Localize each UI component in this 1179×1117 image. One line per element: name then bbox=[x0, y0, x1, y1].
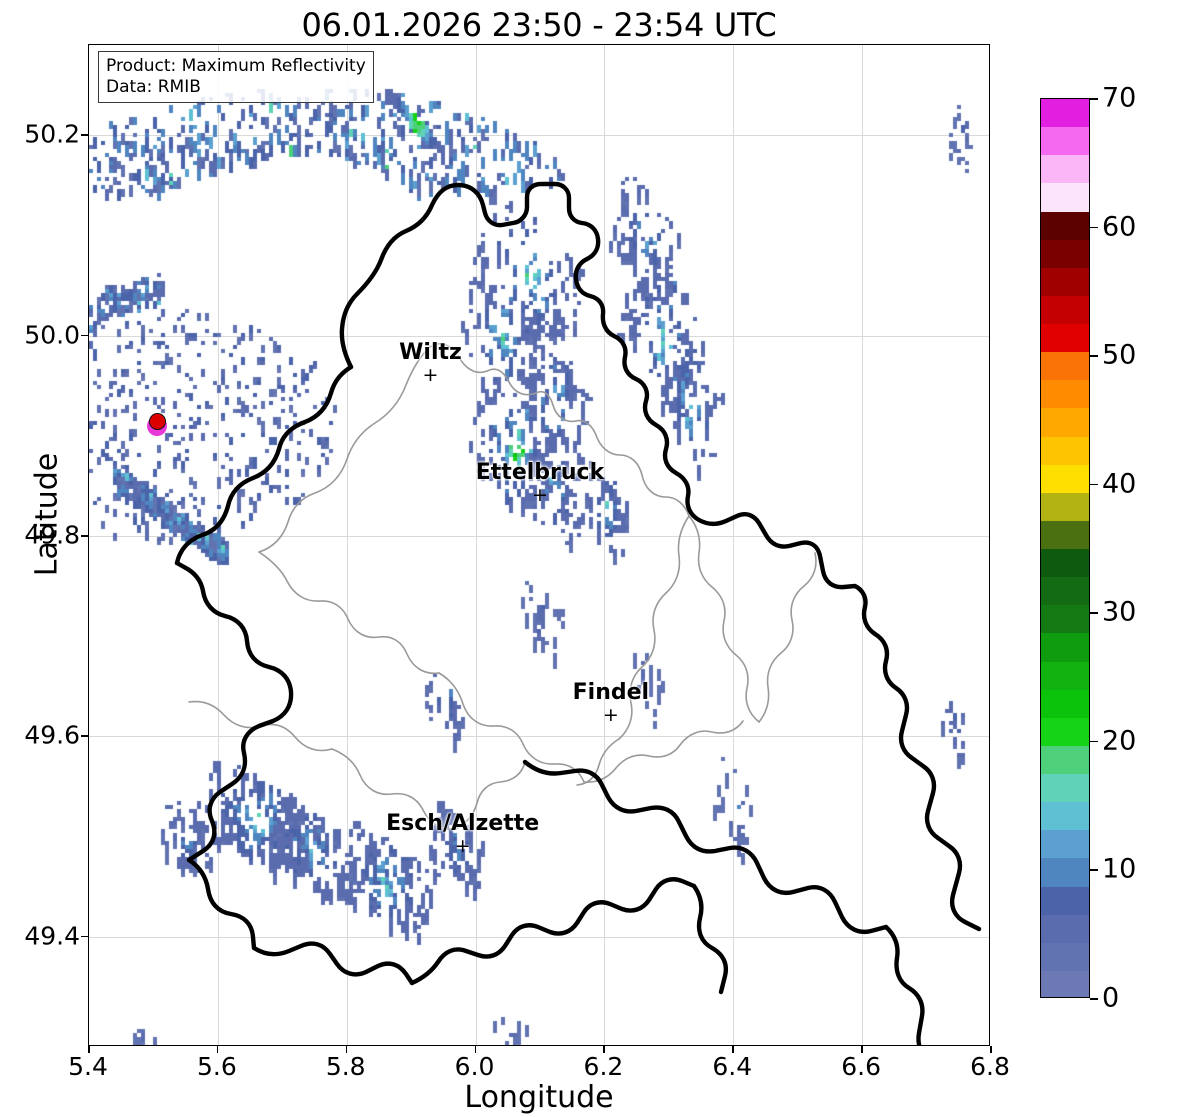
canton-boundaries bbox=[188, 343, 817, 831]
plot-clip: Wiltz + Ettelbruck + Findel + Esch/Alzette + Pr… bbox=[89, 45, 989, 1045]
y-tick-label: 50.2 bbox=[24, 119, 80, 149]
info-legend-box: Product: Maximum Reflectivity Data: RMIB bbox=[98, 51, 374, 104]
x-tick-label: 5.4 bbox=[68, 1052, 108, 1081]
colorbar-band bbox=[1041, 689, 1089, 718]
colorbar-band bbox=[1041, 295, 1089, 324]
x-tick-mark bbox=[732, 1046, 734, 1053]
colorbar-axis-label: dBZ bbox=[1175, 477, 1179, 538]
colorbar-band bbox=[1041, 886, 1089, 915]
colorbar-band bbox=[1041, 774, 1089, 803]
national-borders bbox=[174, 181, 982, 1045]
x-tick-mark bbox=[474, 1046, 477, 1053]
y-tick-label: 49.8 bbox=[24, 520, 80, 550]
colorbar-tick-mark bbox=[1090, 998, 1098, 1000]
colorbar-tick-mark bbox=[1090, 740, 1098, 743]
colorbar-band bbox=[1041, 324, 1089, 353]
x-axis-label: Longitude bbox=[464, 1080, 614, 1115]
colorbar-tick-label: 40 bbox=[1102, 468, 1137, 500]
colorbar-band bbox=[1041, 970, 1089, 997]
x-tick-label: 6.0 bbox=[454, 1052, 495, 1081]
x-tick-label: 5.6 bbox=[196, 1052, 237, 1081]
map-borders-layer bbox=[174, 181, 982, 1045]
colorbar-tick-mark bbox=[1090, 483, 1098, 486]
y-tick-label: 50.0 bbox=[24, 320, 80, 350]
colorbar-tick-label: 50 bbox=[1102, 339, 1137, 371]
colorbar-band bbox=[1041, 127, 1089, 156]
x-tick-label: 6.4 bbox=[712, 1052, 753, 1081]
x-tick-label: 6.2 bbox=[583, 1052, 624, 1081]
colorbar-tick-label: 60 bbox=[1102, 211, 1137, 243]
colorbar-band bbox=[1041, 155, 1089, 184]
colorbar-tick-mark bbox=[1090, 869, 1098, 872]
x-tick-mark bbox=[861, 1046, 863, 1053]
radar-echo-layer bbox=[89, 45, 989, 1045]
colorbar-band bbox=[1041, 436, 1089, 465]
colorbar-band bbox=[1041, 408, 1089, 437]
y-tick-label: 49.6 bbox=[24, 720, 80, 750]
colorbar[interactable]: 0 10 20 30 40 50 60 70 bbox=[1040, 83, 1136, 1014]
colorbar-band bbox=[1041, 211, 1089, 240]
colorbar-band bbox=[1041, 633, 1089, 662]
colorbar-band bbox=[1041, 577, 1089, 606]
colorbar-band bbox=[1041, 914, 1089, 943]
y-tick-label: 49.4 bbox=[24, 921, 80, 951]
colorbar-tick-label: 30 bbox=[1102, 596, 1137, 628]
radar-site-dot bbox=[148, 412, 166, 430]
colorbar-band bbox=[1041, 745, 1089, 774]
colorbar-band bbox=[1041, 99, 1089, 128]
info-product-line: Product: Maximum Reflectivity bbox=[106, 56, 366, 76]
x-tick-label: 6.8 bbox=[970, 1052, 1010, 1081]
colorbar-band bbox=[1041, 267, 1089, 296]
colorbar-band bbox=[1041, 830, 1089, 859]
colorbar-band bbox=[1041, 802, 1089, 831]
colorbar-tick-label: 10 bbox=[1102, 853, 1137, 885]
y-tick-mark bbox=[81, 134, 88, 136]
colorbar-band bbox=[1041, 549, 1089, 578]
colorbar-band bbox=[1041, 464, 1089, 493]
colorbar-tick-mark bbox=[1090, 355, 1098, 357]
colorbar-band bbox=[1041, 858, 1089, 887]
x-tick-label: 5.8 bbox=[325, 1052, 366, 1081]
x-tick-mark bbox=[603, 1046, 606, 1053]
colorbar-band bbox=[1041, 520, 1089, 549]
colorbar-tick-label: 20 bbox=[1102, 725, 1137, 757]
colorbar-band bbox=[1041, 352, 1089, 381]
y-axis-label: Latitude bbox=[29, 452, 65, 577]
colorbar-band bbox=[1041, 183, 1089, 212]
colorbar-tick-mark bbox=[1090, 612, 1098, 614]
x-tick-mark bbox=[88, 1046, 90, 1053]
y-tick-mark bbox=[81, 735, 88, 737]
colorbar-band bbox=[1041, 380, 1089, 409]
info-data-line: Data: RMIB bbox=[106, 76, 201, 97]
colorbar-band bbox=[1041, 605, 1089, 634]
colorbar-band bbox=[1041, 239, 1089, 268]
page-title: 06.01.2026 23:50 - 23:54 UTC bbox=[301, 6, 777, 44]
y-tick-mark bbox=[81, 935, 88, 938]
y-tick-mark bbox=[81, 334, 88, 337]
colorbar-gradient bbox=[1040, 98, 1090, 998]
colorbar-band bbox=[1041, 492, 1089, 521]
colorbar-tick-label: 70 bbox=[1102, 82, 1137, 114]
radar-map-plot[interactable]: Wiltz + Ettelbruck + Findel + Esch/Alzette + Pr… bbox=[88, 44, 990, 1046]
x-tick-mark bbox=[990, 1046, 992, 1053]
colorbar-tick-label: 0 bbox=[1102, 982, 1120, 1014]
colorbar-band bbox=[1041, 942, 1089, 971]
x-tick-mark bbox=[216, 1046, 219, 1053]
colorbar-band bbox=[1041, 661, 1089, 690]
y-tick-mark bbox=[81, 534, 88, 537]
colorbar-tick-mark bbox=[1090, 98, 1098, 100]
colorbar-tick-mark bbox=[1090, 226, 1098, 229]
x-tick-mark bbox=[345, 1046, 348, 1053]
x-tick-label: 6.6 bbox=[841, 1052, 882, 1081]
colorbar-band bbox=[1041, 717, 1089, 746]
